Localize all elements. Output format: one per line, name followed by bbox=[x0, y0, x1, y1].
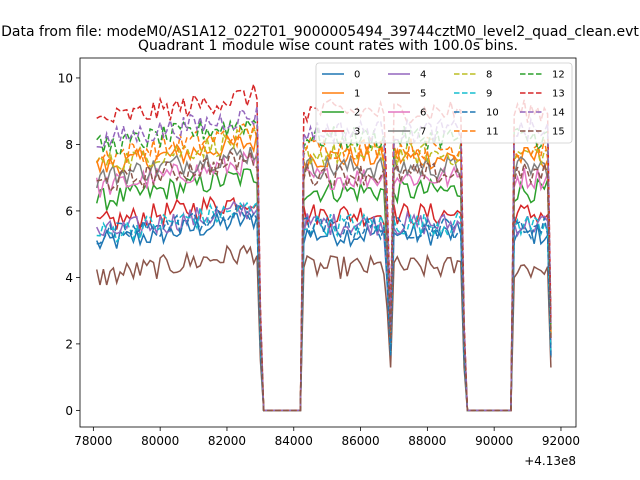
series-line-6 bbox=[95, 150, 552, 412]
legend-label-8: 8 bbox=[486, 70, 492, 81]
x-tick-label: 82000 bbox=[208, 434, 246, 448]
y-tick-label: 6 bbox=[65, 204, 73, 218]
y-axis: 0 2 4 6 8 10 bbox=[58, 71, 80, 418]
y-tick-label: 4 bbox=[65, 271, 73, 285]
legend-label-15: 15 bbox=[552, 127, 565, 138]
x-tick-label: 84000 bbox=[275, 434, 313, 448]
legend-label-10: 10 bbox=[486, 108, 499, 119]
legend-label-13: 13 bbox=[552, 89, 565, 100]
y-tick-label: 10 bbox=[58, 71, 73, 85]
legend-label-0: 0 bbox=[354, 70, 360, 81]
series-line-8 bbox=[96, 128, 552, 412]
legend-label-7: 7 bbox=[420, 127, 426, 138]
legend-label-6: 6 bbox=[420, 108, 426, 119]
series-line-9 bbox=[96, 199, 552, 412]
legend-label-4: 4 bbox=[420, 70, 426, 81]
y-tick-label: 0 bbox=[65, 404, 73, 418]
x-tick-label: 88000 bbox=[408, 434, 446, 448]
legend-label-9: 9 bbox=[486, 89, 492, 100]
legend-box bbox=[315, 62, 573, 144]
x-axis: 78000 80000 82000 84000 86000 88000 90000 92000 bbox=[74, 427, 580, 448]
y-tick-label: 2 bbox=[65, 337, 73, 351]
series-line-5 bbox=[95, 244, 552, 412]
x-tick-label: 90000 bbox=[475, 434, 513, 448]
legend-label-5: 5 bbox=[420, 89, 426, 100]
x-tick-label: 86000 bbox=[341, 434, 379, 448]
series-line-10 bbox=[96, 202, 552, 412]
series-line-2 bbox=[95, 168, 552, 412]
y-tick-label: 8 bbox=[65, 138, 73, 152]
legend-label-2: 2 bbox=[354, 108, 360, 119]
x-tick-label: 80000 bbox=[141, 434, 179, 448]
series-line-1 bbox=[95, 132, 552, 412]
chart-suptitle: Data from file: modeM0/AS1A12_022T01_900… bbox=[1, 24, 639, 40]
legend-label-14: 14 bbox=[552, 108, 565, 119]
x-tick-label: 78000 bbox=[74, 434, 112, 448]
chart-title: Quadrant 1 module wise count rates with … bbox=[138, 38, 518, 54]
legend-label-12: 12 bbox=[552, 70, 565, 81]
legend-label-11: 11 bbox=[486, 127, 499, 138]
legend-label-1: 1 bbox=[354, 89, 360, 100]
series-line-7 bbox=[95, 145, 552, 412]
series-line-3 bbox=[96, 195, 552, 412]
legend-label-3: 3 bbox=[354, 127, 360, 138]
x-axis-offset-label: +4.13e8 bbox=[524, 454, 576, 468]
axes-frame bbox=[79, 57, 577, 428]
x-tick-label: 92000 bbox=[542, 434, 580, 448]
